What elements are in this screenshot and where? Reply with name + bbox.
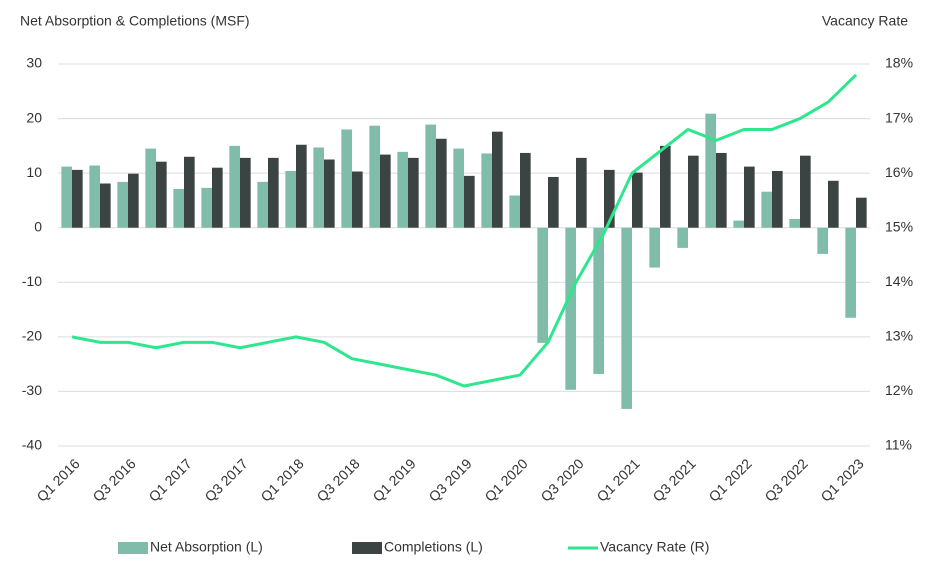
x-tick-label: Q3 2017 [201, 455, 250, 504]
y2-tick-label: 15% [885, 218, 913, 234]
bar [744, 166, 755, 228]
y2-tick-label: 12% [885, 382, 913, 398]
x-tick-label: Q1 2020 [481, 455, 530, 504]
y2-tick-label: 13% [885, 328, 913, 344]
x-tick-label: Q1 2016 [33, 455, 82, 504]
bar [240, 157, 251, 228]
legend-label: Net Absorption (L) [150, 539, 263, 555]
bar [156, 161, 167, 228]
y-tick-label: -20 [22, 328, 42, 344]
x-tick-label: Q1 2017 [145, 455, 194, 504]
bar [212, 167, 223, 228]
y-tick-label: -40 [22, 437, 42, 453]
line [71, 73, 858, 388]
x-tick-label: Q1 2019 [369, 455, 418, 504]
y-tick-label: 10 [26, 164, 42, 180]
y2-axis-title: Vacancy Rate [822, 13, 908, 29]
bar [565, 227, 576, 390]
x-tick-label: Q3 2019 [425, 455, 474, 504]
bar [789, 218, 800, 228]
bar [173, 188, 184, 228]
y-tick-label: 0 [34, 218, 42, 234]
bar [397, 151, 408, 228]
bar [548, 176, 559, 228]
bar [324, 159, 335, 228]
bar [380, 154, 391, 228]
bar [481, 153, 492, 228]
bar [649, 227, 660, 268]
bar [408, 157, 419, 228]
bar [117, 181, 128, 228]
bar [705, 113, 716, 228]
bar [509, 195, 520, 228]
y2-tick-label: 11% [885, 437, 912, 453]
x-tick-label: Q3 2020 [537, 455, 586, 504]
bar [268, 157, 279, 228]
bar [576, 157, 587, 228]
bar [817, 227, 828, 254]
bar [313, 147, 324, 228]
bar [436, 138, 447, 228]
x-tick-label: Q1 2022 [705, 455, 754, 504]
bar [341, 129, 352, 228]
bar [856, 197, 867, 228]
x-tick-label: Q3 2016 [89, 455, 138, 504]
bar [72, 169, 83, 228]
bar [453, 148, 464, 228]
bar [425, 124, 436, 228]
y2-tick-label: 18% [885, 55, 913, 71]
bar [800, 155, 811, 228]
bar [145, 148, 156, 228]
bar [128, 173, 139, 228]
x-tick-label: Q3 2022 [761, 455, 810, 504]
legend-label: Vacancy Rate (R) [600, 539, 709, 555]
chart-title: Net Absorption & Completions (MSF) [20, 13, 250, 29]
legend-swatch [118, 542, 148, 554]
y-tick-label: 20 [26, 109, 42, 125]
bar [716, 152, 727, 228]
bar [632, 172, 643, 228]
bar [369, 125, 380, 228]
bar [621, 227, 632, 409]
bar [593, 227, 604, 374]
bar [100, 183, 111, 228]
bar [604, 169, 615, 228]
bar [772, 170, 783, 228]
bar [184, 156, 195, 228]
bar [464, 175, 475, 228]
x-tick-label: Q3 2018 [313, 455, 362, 504]
bar [761, 191, 772, 228]
bar [845, 227, 856, 318]
bar [201, 187, 212, 228]
y-tick-label: 30 [26, 55, 42, 71]
y2-tick-label: 17% [885, 109, 913, 125]
bar [61, 166, 72, 228]
bar [660, 145, 671, 228]
y-tick-label: -30 [22, 382, 42, 398]
y2-tick-label: 16% [885, 164, 913, 180]
bar [89, 165, 100, 228]
bar [537, 227, 548, 343]
x-tick-label: Q1 2021 [593, 455, 642, 504]
bar [688, 155, 699, 228]
bar [285, 170, 296, 228]
bar [257, 181, 268, 228]
legend-swatch [352, 542, 382, 554]
bar [733, 220, 744, 228]
x-tick-label: Q1 2023 [817, 455, 866, 504]
x-tick-label: Q1 2018 [257, 455, 306, 504]
bar [520, 152, 531, 228]
y-tick-label: -10 [22, 273, 42, 289]
bar [229, 145, 240, 228]
bar [492, 131, 503, 228]
legend-label: Completions (L) [384, 539, 483, 555]
bar [828, 180, 839, 228]
bar [677, 227, 688, 248]
bar [352, 171, 363, 228]
y2-tick-label: 14% [885, 273, 913, 289]
bar [296, 144, 307, 228]
x-tick-label: Q3 2021 [649, 455, 698, 504]
